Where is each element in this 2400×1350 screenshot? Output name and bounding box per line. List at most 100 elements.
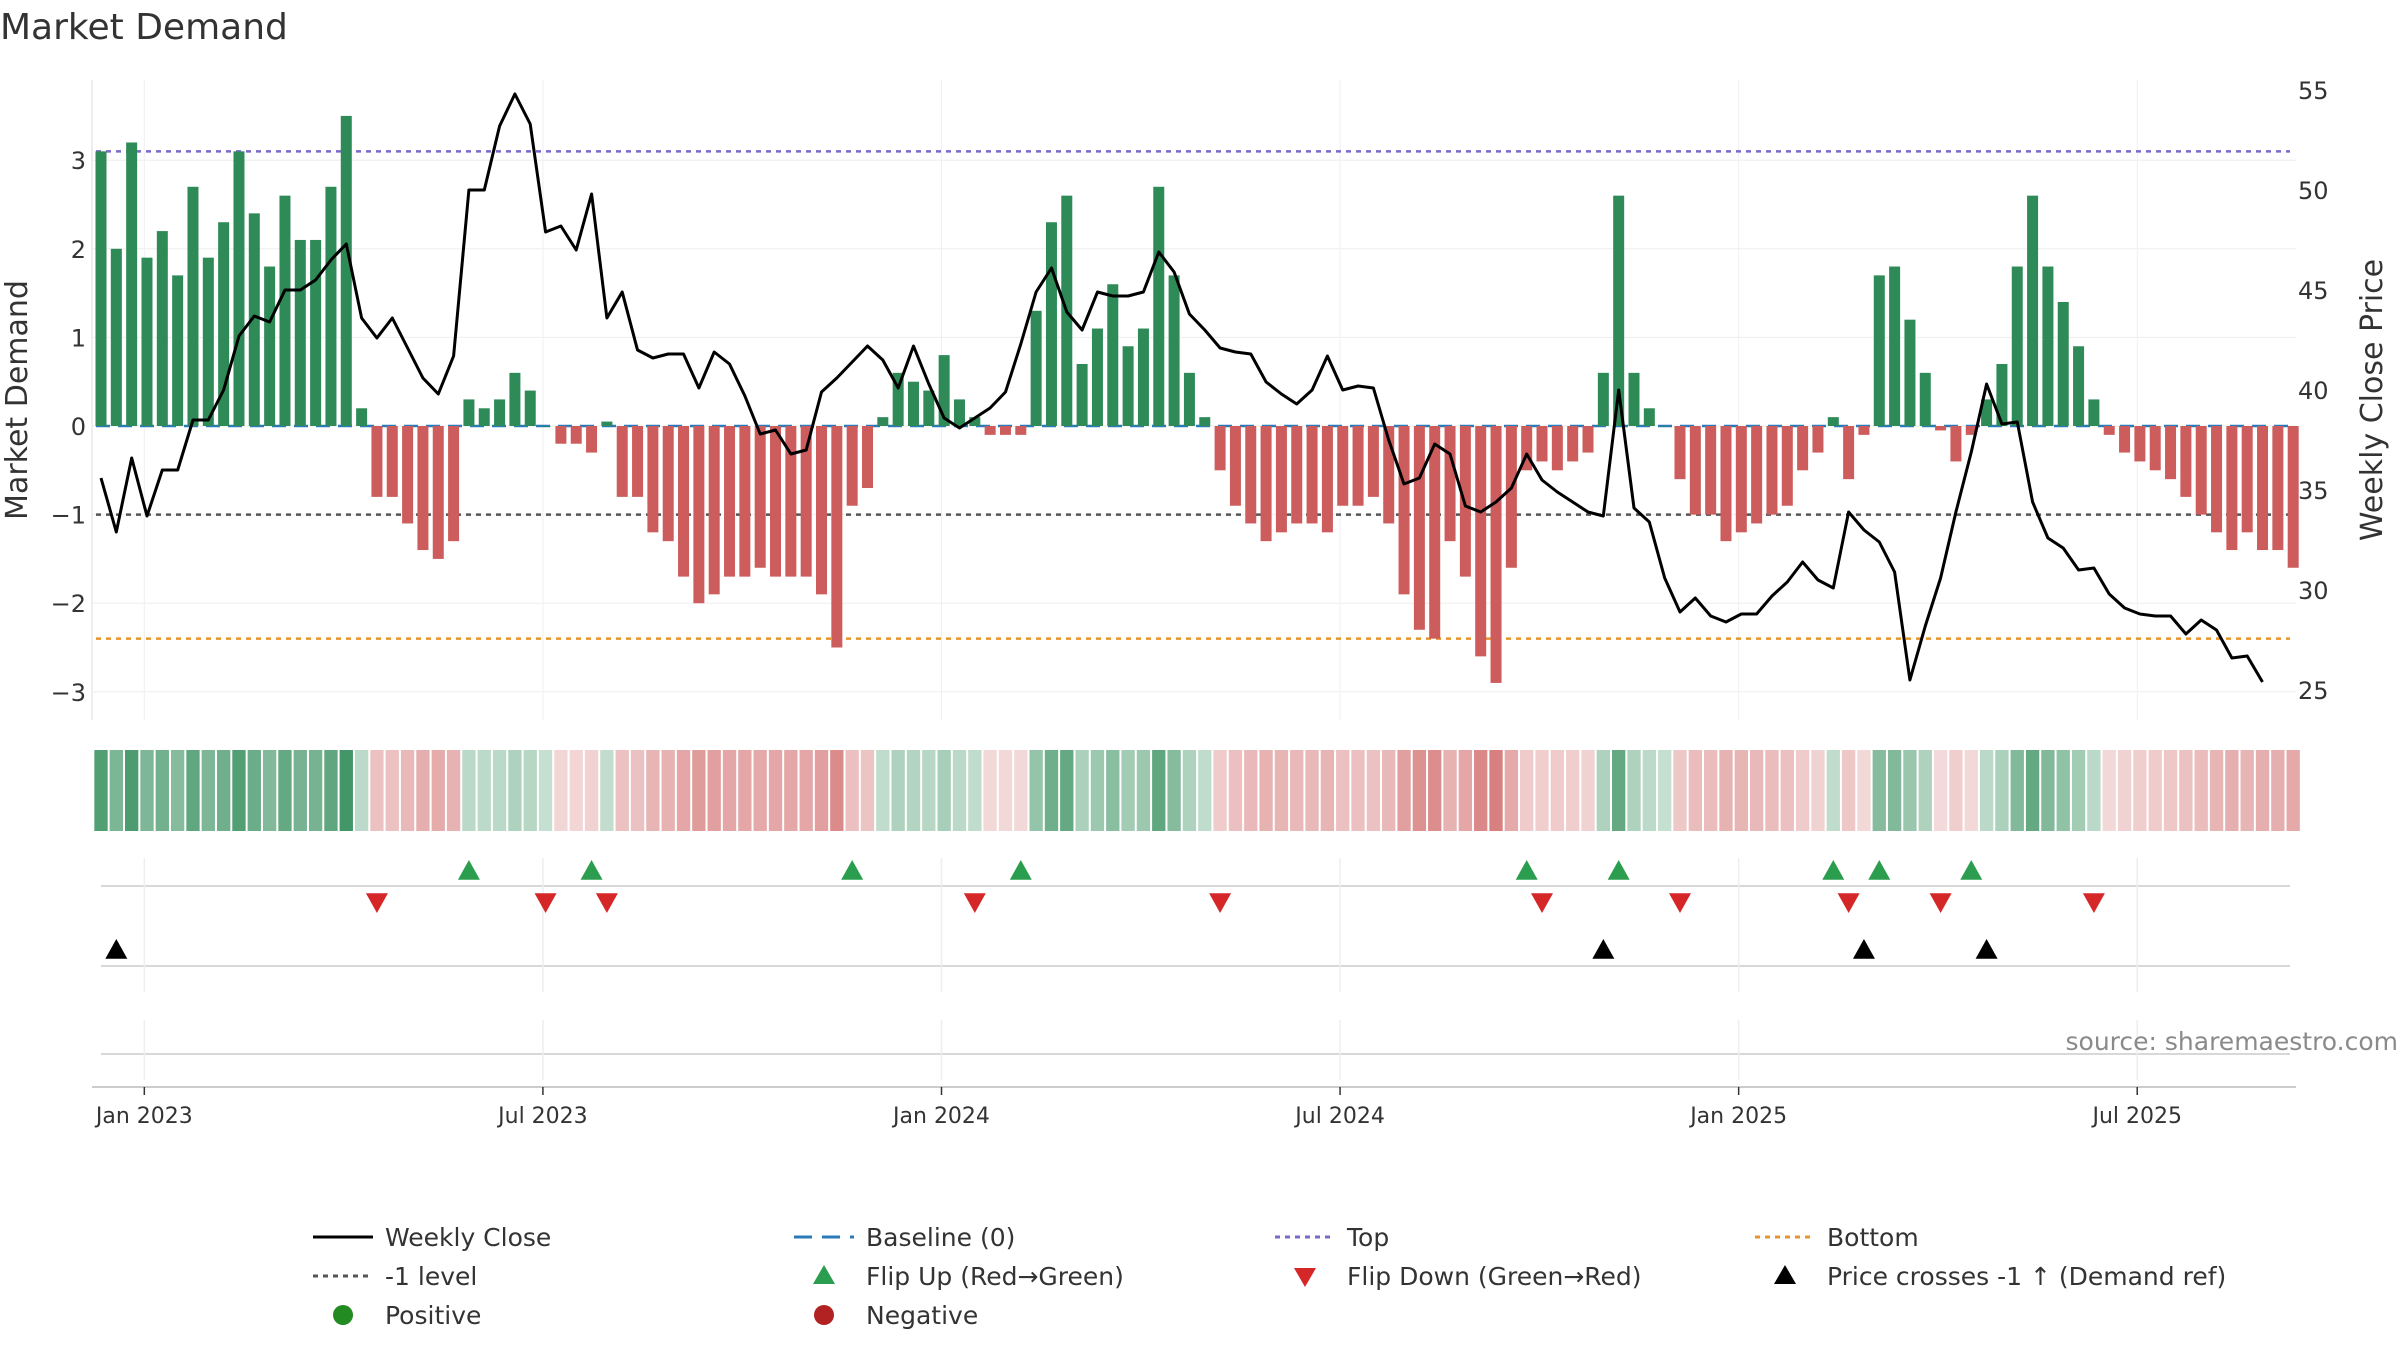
strip-cell (1581, 750, 1595, 831)
strip-cell (1566, 750, 1580, 831)
legend-circle-icon (814, 1305, 834, 1325)
strip-cell (845, 750, 859, 831)
demand-bar (2103, 426, 2115, 435)
demand-bar (1367, 426, 1379, 497)
x-tick-label: Jan 2023 (94, 1104, 193, 1129)
y-tick-label: −2 (51, 590, 86, 618)
demand-bar (1597, 372, 1609, 426)
strip-cell (1106, 750, 1120, 831)
y-tick-label: 3 (71, 147, 86, 175)
strip-cell (937, 750, 951, 831)
strip-cell (1443, 750, 1457, 831)
strip-cell (1152, 750, 1166, 831)
demand-bar (402, 426, 414, 524)
flip-up-marker (1607, 860, 1630, 880)
flip-down-marker (1209, 893, 1232, 913)
strip-cell (2056, 750, 2070, 831)
strip-cell (492, 750, 507, 831)
demand-bar (1383, 426, 1395, 524)
demand-bar (1766, 426, 1778, 515)
flip-down-marker (1668, 893, 1691, 913)
x-tick-label: Jan 2024 (891, 1104, 990, 1129)
demand-bar (1720, 426, 1732, 542)
demand-bar (1735, 426, 1747, 533)
strip-cell (1213, 750, 1227, 831)
strip-cell (1397, 750, 1411, 831)
y2-tick-label: 45 (2298, 277, 2329, 305)
chart-title: Market Demand (0, 7, 288, 48)
demand-bar (1122, 346, 1134, 426)
strip-cell (339, 750, 353, 831)
strip-cell (1305, 750, 1319, 831)
strip-cell (1673, 750, 1687, 831)
demand-bar (2180, 426, 2192, 497)
strip-cell (1029, 750, 1043, 831)
strip-cell (1121, 750, 1135, 831)
demand-bar (601, 421, 613, 426)
demand-bar (693, 426, 705, 604)
demand-bar (1260, 426, 1272, 542)
legend-label: Negative (866, 1301, 978, 1330)
strip-cell (1903, 750, 1917, 831)
strip-cell (1918, 750, 1932, 831)
strip-cell (523, 750, 537, 831)
demand-bar (1429, 426, 1441, 639)
strip-cell (2240, 750, 2254, 831)
strip-cell (2133, 750, 2147, 831)
demand-bar (2211, 426, 2223, 533)
strip-cell (1949, 750, 1963, 831)
strip-cell (1136, 750, 1151, 831)
demand-bar (1275, 426, 1287, 533)
demand-bar (1321, 426, 1333, 533)
source-label: source: sharemaestro.com (2066, 1027, 2399, 1056)
demand-bar (1229, 426, 1241, 506)
demand-bar (1306, 426, 1318, 524)
flip-up-marker (457, 860, 480, 880)
strip-cell (753, 750, 767, 831)
legend-label: -1 level (385, 1262, 477, 1291)
strip-cell (1872, 750, 1886, 831)
strip-cell (1826, 750, 1840, 831)
strip-cell (1841, 750, 1856, 831)
price-cross-marker (1852, 939, 1875, 959)
x-axis-ticks: Jan 2023 Jul 2023 Jan 2024 Jul 2024 Jan 2025… (94, 1087, 2182, 1129)
strip-cell (983, 750, 997, 831)
legend-item: -1 level (313, 1262, 477, 1291)
price-cross-marker (1592, 939, 1615, 959)
legend-item: Top (1275, 1223, 1389, 1252)
legend-label: Price crosses -1 ↑ (Demand ref) (1827, 1262, 2226, 1291)
strip-cell (1535, 750, 1549, 831)
y-tick-label: 1 (71, 324, 86, 352)
demand-bar (463, 399, 475, 426)
demand-bar (1827, 417, 1839, 426)
demand-bar (2088, 399, 2100, 426)
demand-bar (294, 239, 306, 426)
strip-cell (1765, 750, 1779, 831)
strip-cell (799, 750, 813, 831)
strip-cell (1014, 750, 1028, 831)
demand-bar (1030, 310, 1042, 426)
strip-cell (860, 750, 875, 831)
legend-triangle-up-icon (1774, 1265, 1796, 1284)
strip-cell (1244, 750, 1258, 831)
demand-bar (1582, 426, 1594, 453)
demand-bar (2226, 426, 2238, 551)
flip-up-marker (1009, 860, 1032, 880)
strip-cell (140, 750, 154, 831)
legend-label: Bottom (1827, 1223, 1919, 1252)
strip-cell (170, 750, 185, 831)
demand-bar (2195, 426, 2207, 515)
demand-bar (1613, 195, 1625, 426)
flip-up-marker (1822, 860, 1845, 880)
strip-cell (308, 750, 323, 831)
weekly-close-line (99, 92, 2264, 683)
strip-cell (186, 750, 200, 831)
demand-bar (1475, 426, 1487, 657)
demand-bar (1398, 426, 1410, 595)
demand-bar (862, 426, 873, 489)
flip-up-marker (1868, 860, 1891, 880)
demand-bar (279, 195, 291, 426)
strip-cell (1964, 750, 1978, 831)
strip-cell (2102, 750, 2116, 831)
